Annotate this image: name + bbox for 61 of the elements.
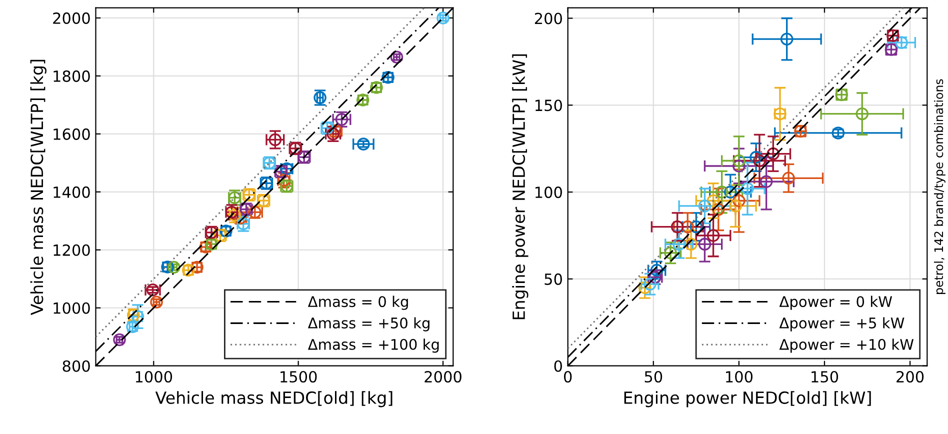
- y-tick-label: 1000: [54, 302, 90, 314]
- x-tick-label: 0: [564, 370, 572, 383]
- point: [436, 12, 450, 24]
- legend-label: Δmass = 0 kg: [308, 296, 408, 310]
- point: [724, 186, 737, 198]
- point: [715, 186, 728, 198]
- y-tick-label: 100: [536, 186, 562, 198]
- point: [760, 175, 773, 188]
- point: [782, 172, 795, 185]
- x-tick-label: 1000: [136, 370, 172, 383]
- y-tick-label: 1800: [54, 70, 90, 82]
- y-axis-title: Engine power NEDC[WLTP] [kW]: [512, 54, 528, 320]
- point: [729, 200, 742, 212]
- y-tick-label: 200: [534, 12, 562, 24]
- point: [766, 147, 780, 160]
- point: [780, 32, 794, 46]
- x-tick-label: 100: [726, 370, 753, 383]
- point: [698, 238, 712, 251]
- y-tick-label: 1600: [54, 128, 90, 140]
- point: [753, 154, 766, 168]
- x-tick-label: 2000: [424, 370, 462, 383]
- y-tick-label: 800: [62, 360, 90, 372]
- point: [712, 203, 725, 216]
- point: [664, 246, 677, 260]
- point: [732, 194, 746, 208]
- point: [706, 229, 720, 242]
- point: [732, 154, 746, 168]
- legend-label: Δmass = +100 kg: [308, 338, 439, 353]
- x-tick-label: 200: [896, 370, 924, 383]
- point: [690, 220, 703, 234]
- legend-label: Δpower = +5 kW: [779, 317, 904, 332]
- x-tick-label: 150: [812, 370, 838, 383]
- x-axis-title: Engine power NEDC[old] [kW]: [624, 391, 871, 408]
- point: [732, 160, 746, 172]
- point: [357, 138, 370, 150]
- point: [672, 238, 686, 251]
- point: [681, 220, 694, 234]
- y-axis-title: Vehicle mass NEDC[WLTP] [kg]: [30, 60, 46, 316]
- y-tick-label: 0: [554, 360, 562, 372]
- point: [856, 107, 869, 120]
- legend-label: Δpower = 0 kW: [779, 296, 892, 310]
- point: [644, 278, 656, 291]
- y-tick-label: 1400: [54, 186, 90, 198]
- point: [750, 150, 762, 164]
- y-tick-label: 1200: [54, 244, 90, 256]
- x-tick-label: 1500: [280, 370, 317, 383]
- point: [113, 333, 126, 346]
- legend-label: Δmass = +50 kg: [308, 317, 430, 332]
- point: [741, 182, 754, 195]
- y-tick-label: 150: [536, 100, 562, 112]
- x-axis-title: Vehicle mass NEDC[old] [kg]: [155, 391, 392, 408]
- legend-label: Δpower = +10 kW: [779, 338, 914, 353]
- point: [684, 238, 698, 251]
- y-tick-label: 2000: [53, 12, 90, 24]
- x-tick-label: 50: [644, 370, 662, 383]
- point: [698, 200, 712, 212]
- point: [150, 296, 163, 308]
- point: [670, 220, 684, 234]
- text: petrol, 142 brand/type combinations: [934, 79, 946, 294]
- point: [706, 194, 720, 208]
- y-tick-label: 50: [544, 273, 562, 285]
